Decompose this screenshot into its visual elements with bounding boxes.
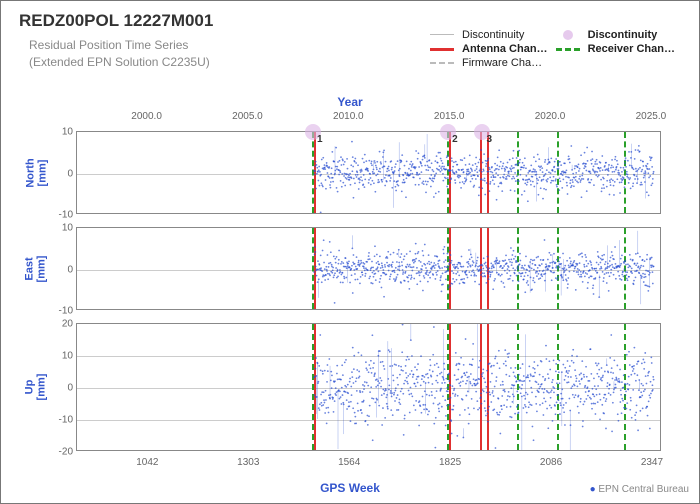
scatter-east xyxy=(77,228,660,309)
chart-subtitle: Residual Position Time Series (Extended … xyxy=(29,37,210,71)
y-tick: 10 xyxy=(45,223,73,234)
year-tick: 2000.0 xyxy=(131,111,162,122)
legend-receiver-label: Receiver Chan… xyxy=(588,43,675,55)
gpsweek-tick: 2086 xyxy=(540,457,562,468)
y-tick: -10 xyxy=(45,415,73,426)
subtitle-line1: Residual Position Time Series xyxy=(29,38,188,52)
legend-disc-line-label: Discontinuity xyxy=(462,29,548,41)
y-tick: 0 xyxy=(45,383,73,394)
year-tick: 2005.0 xyxy=(232,111,263,122)
year-tick: 2020.0 xyxy=(535,111,566,122)
scatter-north xyxy=(77,132,660,213)
legend-receiver-icon xyxy=(556,48,580,51)
scatter-up xyxy=(77,324,660,450)
y-axis-label: East[mm] xyxy=(23,255,47,282)
y-tick: -10 xyxy=(45,210,73,221)
y-tick: -20 xyxy=(45,447,73,458)
legend-disc-marker-icon xyxy=(563,30,573,40)
year-tick: 2015.0 xyxy=(434,111,465,122)
gpsweek-tick: 1825 xyxy=(439,457,461,468)
year-tick: 2025.0 xyxy=(636,111,667,122)
y-tick: 0 xyxy=(45,168,73,179)
gpsweek-tick: 2347 xyxy=(641,457,663,468)
gpsweek-tick: 1564 xyxy=(338,457,360,468)
bottom-axis-label: GPS Week xyxy=(320,481,380,495)
legend: Discontinuity Discontinuity Antenna Chan… xyxy=(430,29,675,69)
legend-disc-line-icon xyxy=(430,34,454,36)
subtitle-line2: (Extended EPN Solution C2235U) xyxy=(29,55,210,69)
y-tick: 10 xyxy=(45,351,73,362)
panel-east: East[mm]-10010 xyxy=(76,227,661,310)
top-axis-label: Year xyxy=(337,95,362,109)
y-tick: 0 xyxy=(45,264,73,275)
y-axis-label: Up[mm] xyxy=(23,374,47,401)
legend-firmware-label: Firmware Cha… xyxy=(462,57,548,69)
credit-label: EPN Central Bureau xyxy=(590,484,689,495)
legend-firmware-icon xyxy=(430,62,454,64)
panel-up: Up[mm]-20-100102010421303156418252086234… xyxy=(76,323,661,451)
y-tick: 20 xyxy=(45,319,73,330)
y-tick: -10 xyxy=(45,306,73,317)
year-tick: 2010.0 xyxy=(333,111,364,122)
legend-disc-marker-label: Discontinuity xyxy=(588,29,675,41)
gpsweek-tick: 1042 xyxy=(136,457,158,468)
y-tick: 10 xyxy=(45,127,73,138)
chart-title: REDZ00POL 12227M001 xyxy=(19,11,213,31)
gpsweek-tick: 1303 xyxy=(237,457,259,468)
chart-container: REDZ00POL 12227M001 Residual Position Ti… xyxy=(0,0,700,504)
panel-north: North[mm]-10010123 xyxy=(76,131,661,214)
legend-antenna-icon xyxy=(430,48,454,51)
chart-area: 2000.02005.02010.02015.02020.02025.0Nort… xyxy=(76,131,661,451)
legend-antenna-label: Antenna Chan… xyxy=(462,43,548,55)
